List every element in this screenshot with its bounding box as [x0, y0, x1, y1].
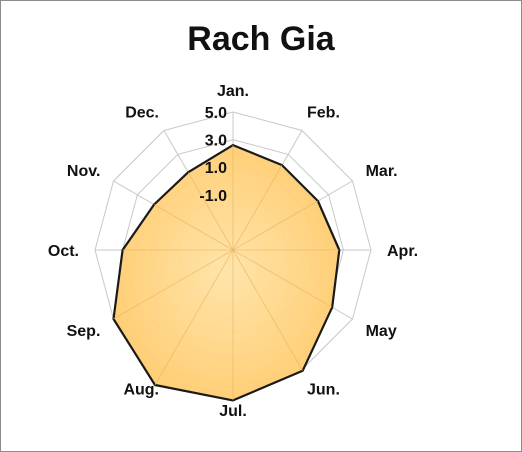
tick-label: 1.0: [205, 160, 227, 177]
data-series: [112, 144, 341, 402]
area-spoke: [232, 249, 304, 371]
tick-labels: -1.0 1.0 3.0 5.0: [199, 105, 227, 205]
area-spoke: [154, 249, 234, 386]
area-spoke: [232, 200, 319, 251]
category-labels: Jan. Feb. Mar. Apr. May Jun. Jul. Aug. Sep. Oct. N…: [48, 83, 418, 420]
area-spoke: [187, 172, 234, 251]
category-label: Jan.: [217, 83, 249, 100]
category-label: Aug.: [123, 382, 159, 399]
area-spoke: [113, 249, 234, 320]
category-label: Apr.: [387, 243, 418, 260]
category-label: Sep.: [67, 323, 101, 340]
area-spoke: [153, 204, 234, 251]
category-label: Nov.: [67, 163, 100, 180]
category-label: May: [366, 323, 397, 340]
category-label: Dec.: [125, 104, 159, 121]
tick-label: -1.0: [199, 188, 227, 205]
chart-title: Rach Gia: [187, 20, 335, 58]
category-label: Feb.: [307, 104, 340, 121]
category-label: Jul.: [219, 403, 247, 420]
area-spoke: [232, 249, 333, 308]
category-label: Jun.: [307, 382, 340, 399]
tick-label: 3.0: [205, 133, 227, 150]
category-label: Oct.: [48, 243, 79, 260]
tick-label: 5.0: [205, 105, 227, 122]
category-label: Mar.: [366, 163, 398, 180]
series-area: [112, 144, 341, 402]
area-spoke: [232, 164, 283, 251]
